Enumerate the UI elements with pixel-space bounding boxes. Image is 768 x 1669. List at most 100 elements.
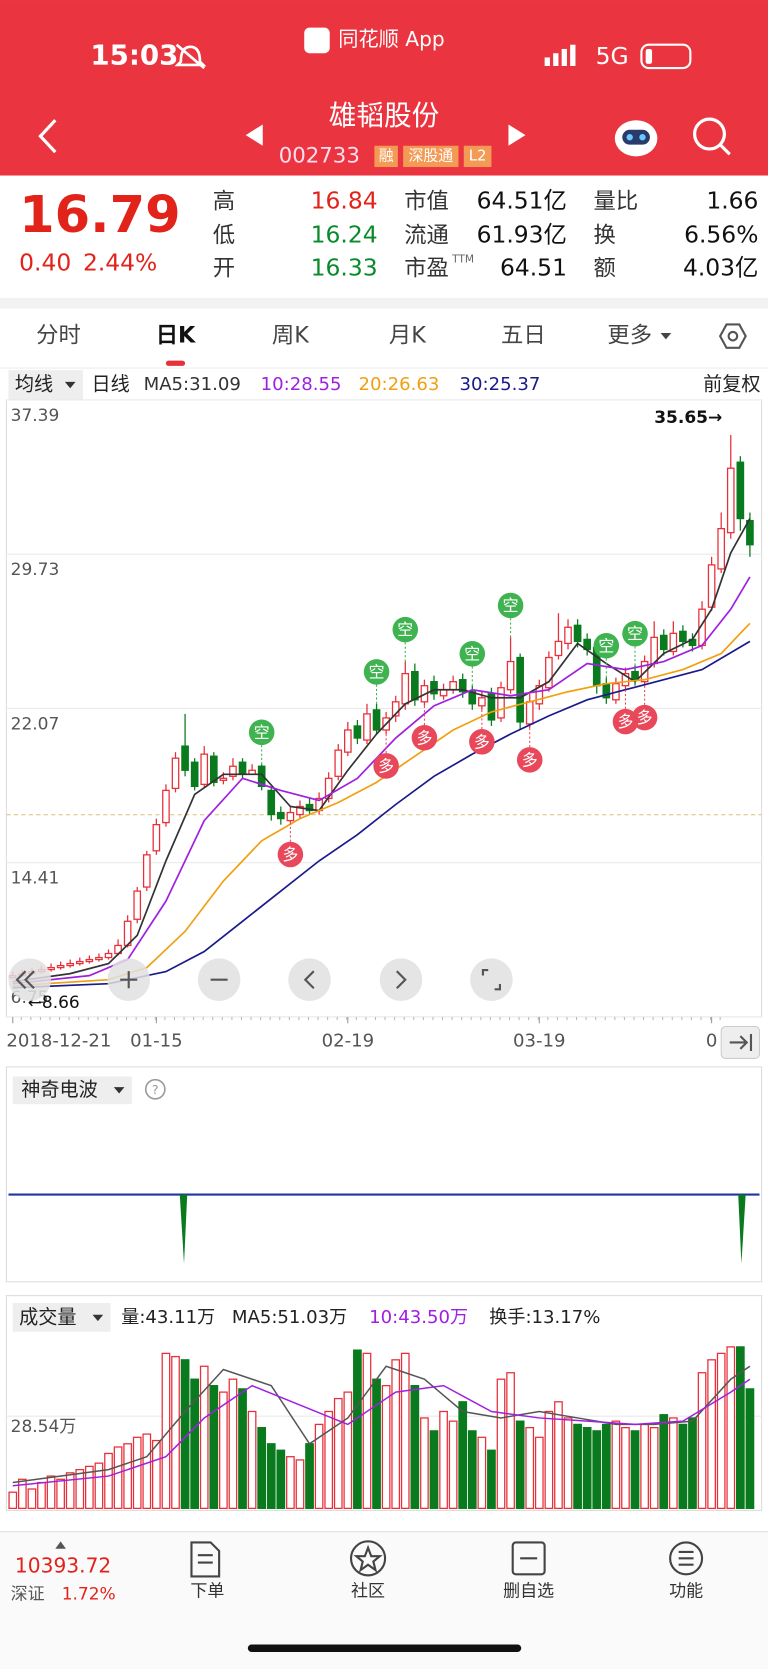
candle-body: [564, 626, 572, 645]
search-icon[interactable]: [693, 117, 731, 156]
volume-bar: [27, 1488, 37, 1509]
volume-bar: [420, 1417, 429, 1509]
tab[interactable]: 周K: [272, 323, 310, 349]
stat-label: 市盈: [404, 256, 449, 282]
candle-body: [573, 624, 582, 643]
indicator-selector[interactable]: [12, 1076, 132, 1105]
indicator-name: 神奇电波: [21, 1078, 98, 1101]
legend-entry: 20:26.63: [358, 374, 439, 395]
candle-body: [142, 854, 151, 888]
settings-icon[interactable]: [718, 323, 747, 349]
volume-bar: [46, 1475, 56, 1509]
volume-bar: [707, 1359, 716, 1509]
chart-control[interactable]: [470, 958, 513, 1001]
candle-body: [104, 952, 113, 959]
volume-bar: [582, 1426, 592, 1509]
chart-control[interactable]: [8, 958, 52, 1001]
tab[interactable]: 五日: [501, 323, 546, 349]
next-stock[interactable]: [508, 124, 526, 146]
signal-badge: [248, 719, 275, 746]
volume-bar: [286, 1456, 295, 1509]
signal-badge: [593, 632, 620, 659]
x-tick-label: 0: [706, 1030, 718, 1051]
candle-body: [363, 713, 371, 741]
nav-label[interactable]: 社区: [351, 1581, 385, 1601]
volume-bar: [305, 1443, 314, 1509]
signal-label: 多: [617, 712, 633, 731]
status-network: 5G: [596, 42, 629, 70]
volume-bar: [17, 1478, 27, 1509]
candle-body: [401, 672, 410, 705]
volume-bar: [161, 1352, 171, 1509]
stat-value: 64.51: [500, 254, 567, 282]
tab[interactable]: 月K: [389, 323, 427, 349]
up-arrow: [55, 1541, 66, 1549]
status-time: 15:03: [90, 38, 178, 71]
candle-body: [190, 761, 199, 788]
nav-label[interactable]: 下单: [190, 1581, 224, 1601]
candle-body: [736, 461, 745, 520]
stat-label: 换: [594, 223, 616, 249]
tab[interactable]: 更多: [607, 323, 652, 349]
volume-selector[interactable]: [12, 1303, 111, 1332]
back-button[interactable]: [38, 119, 57, 154]
nav-label[interactable]: 删自选: [503, 1581, 554, 1601]
volume-bar: [659, 1414, 669, 1509]
stock-code: 002733: [279, 143, 360, 168]
stat-label: 开: [213, 256, 235, 282]
tag-bg: [463, 145, 492, 168]
volume-bar: [391, 1359, 401, 1509]
volume-bar: [247, 1410, 257, 1509]
signal-label: 多: [474, 732, 490, 751]
y-tick-label: 22.07: [11, 714, 60, 734]
wave-spike: [738, 1194, 746, 1264]
stat-label: 高: [213, 189, 235, 215]
tag-bg: [374, 145, 398, 168]
volume-bar: [104, 1452, 113, 1509]
signal-label: 多: [522, 750, 538, 769]
candle-body: [47, 966, 55, 971]
volume-bar: [716, 1352, 726, 1509]
volume-bar: [563, 1417, 573, 1509]
robot-icon[interactable]: [614, 120, 658, 157]
signal-label: 空: [627, 624, 643, 643]
index-pct: 1.72%: [62, 1585, 116, 1605]
candle-body: [631, 670, 639, 681]
volume-bar: [400, 1352, 410, 1509]
help-icon-glyph: ?: [152, 1083, 159, 1098]
volume-bar: [372, 1378, 381, 1509]
status-app: 同花顺 App: [338, 27, 445, 51]
adjust-label[interactable]: 前复权: [703, 373, 760, 396]
candle-body: [516, 656, 524, 723]
tab[interactable]: 分时: [36, 323, 81, 349]
volume-bar: [37, 1481, 46, 1509]
stat-value: 1.66: [706, 187, 758, 215]
candle-body: [200, 753, 209, 785]
volume-bar: [448, 1420, 458, 1509]
nav-label[interactable]: 功能: [669, 1581, 703, 1601]
dropdown-arrow: [113, 1087, 125, 1094]
signal-label: 多: [282, 845, 298, 864]
candle-body: [554, 640, 563, 657]
volume-bar: [362, 1352, 372, 1509]
min-label: ←8.66: [28, 993, 80, 1013]
chart-control[interactable]: [288, 958, 331, 1001]
help-icon[interactable]: [144, 1078, 166, 1100]
ma-line: [12, 1378, 751, 1487]
candle-body: [238, 761, 247, 775]
y-tick-label: 28.54万: [11, 1417, 77, 1437]
signal-badge: [277, 841, 304, 868]
candle-body: [487, 693, 496, 721]
battery: [640, 43, 692, 70]
volume-bar: [314, 1423, 324, 1509]
prev-stock[interactable]: [245, 124, 263, 146]
chart-control[interactable]: [379, 958, 423, 1001]
volume-bar: [333, 1397, 343, 1509]
volume-bar: [94, 1462, 104, 1509]
pe-sup: TTM: [451, 253, 474, 266]
signal-badge: [516, 747, 543, 773]
tab[interactable]: 日K: [156, 323, 196, 349]
volume-bar: [429, 1430, 439, 1509]
stat-value: 16.24: [311, 221, 378, 249]
stat-value: 16.33: [311, 254, 378, 282]
